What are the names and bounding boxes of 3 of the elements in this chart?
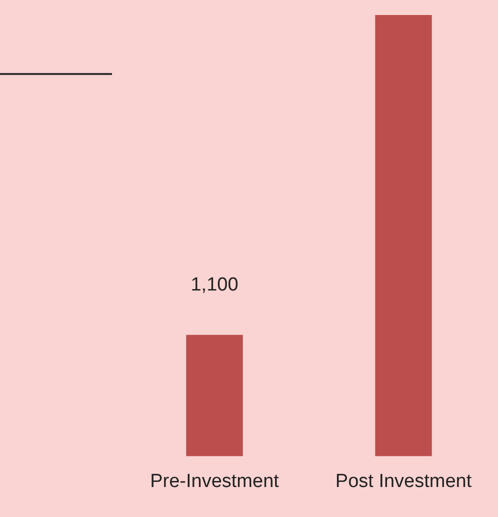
x-tick-label: Pre-Investment <box>150 470 280 492</box>
x-tick-label: Post Investment <box>335 470 472 492</box>
data-label: 1,100 <box>190 274 238 296</box>
